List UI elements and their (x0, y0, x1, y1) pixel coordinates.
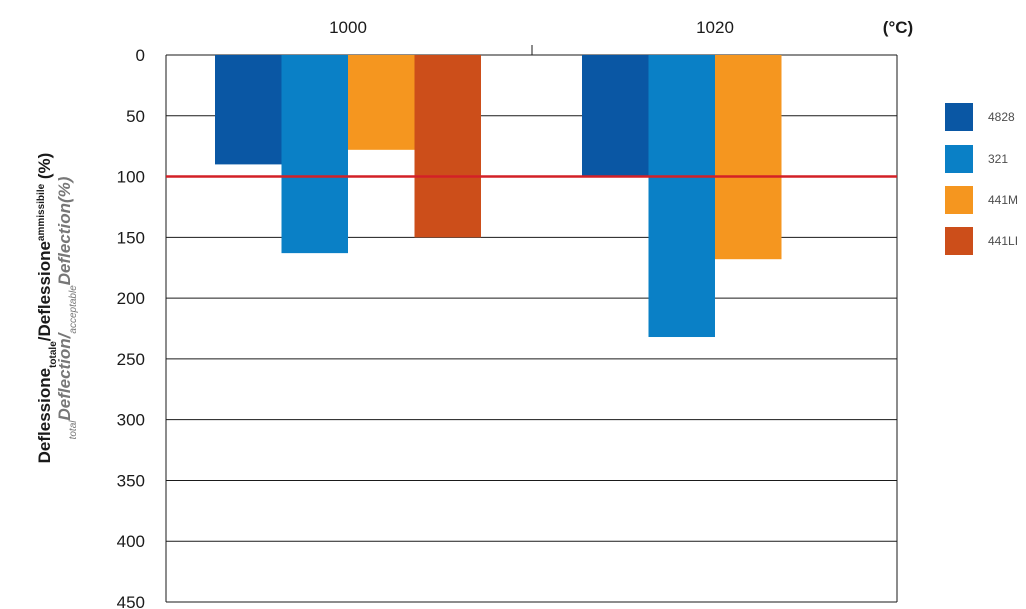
bar-321-1000 (281, 55, 348, 254)
bar-441M-1000 (348, 55, 415, 150)
bars (215, 55, 782, 338)
x-tick-labels: 1000 1020 (329, 18, 734, 37)
y-tick-label: 200 (117, 289, 145, 308)
y-axis-label-english: totalDeflection/acceptableDeflection(%) (55, 176, 79, 439)
x-unit-label: (°C) (883, 18, 913, 37)
y-tick-label: 250 (117, 350, 145, 369)
legend: 4828 321 441M 441LI (945, 103, 1018, 255)
bar-441M-1020 (715, 55, 782, 260)
legend-swatch-4828 (945, 103, 973, 131)
y-tick-label: 400 (117, 532, 145, 551)
legend-swatch-441M (945, 186, 973, 214)
legend-label: 321 (988, 152, 1008, 166)
y-axis-label-italian: Deflessionetotale/Deflessioneammissibile… (35, 153, 59, 464)
bar-4828-1020 (582, 55, 649, 177)
legend-swatch-321 (945, 145, 973, 173)
legend-label: 441LI (988, 234, 1018, 248)
y-tick-label: 100 (117, 168, 145, 187)
y-tick-label: 300 (117, 411, 145, 430)
legend-swatch-441LI (945, 227, 973, 255)
bar-321-1020 (648, 55, 715, 338)
legend-label: 4828 (988, 110, 1015, 124)
y-tick-label: 0 (136, 46, 145, 65)
y-tick-label: 350 (117, 471, 145, 490)
bar-4828-1000 (215, 55, 282, 165)
y-tick-labels: 0 50 100 150 200 250 300 350 400 450 (117, 46, 145, 609)
x-tick-label: 1000 (329, 18, 367, 37)
y-tick-label: 450 (117, 593, 145, 609)
x-tick-label: 1020 (696, 18, 734, 37)
legend-label: 441M (988, 193, 1018, 207)
y-tick-label: 50 (126, 107, 145, 126)
y-tick-label: 150 (117, 228, 145, 247)
bar-441LI-1000 (414, 55, 481, 238)
